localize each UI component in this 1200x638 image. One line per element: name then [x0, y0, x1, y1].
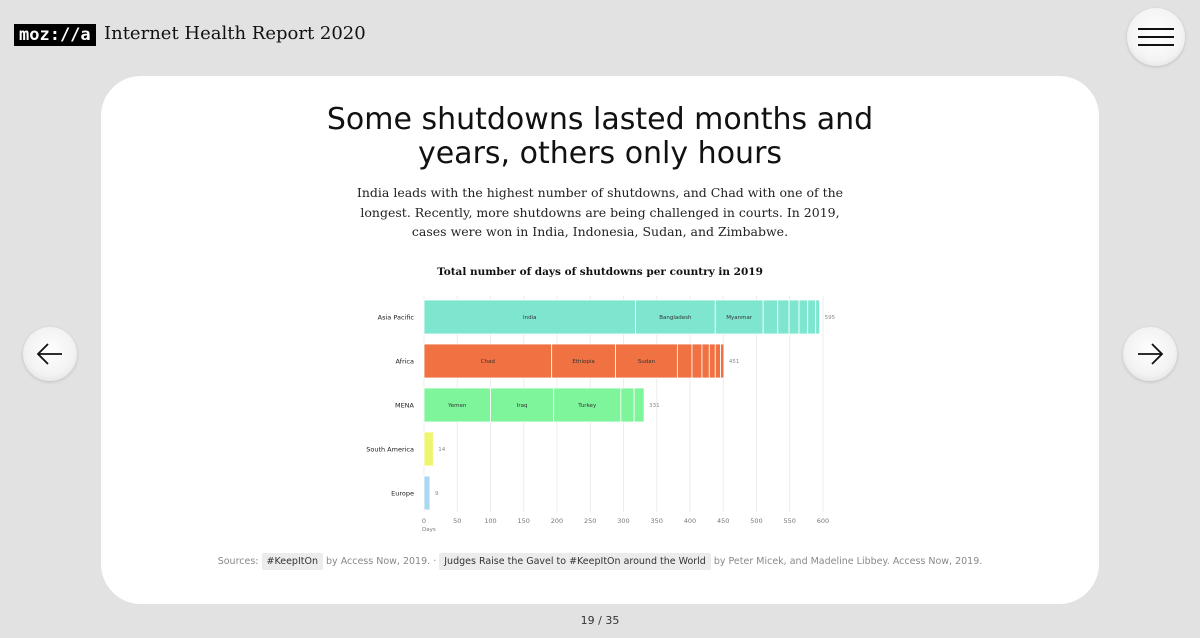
slide-card: Some shutdowns lasted months and years, … — [101, 76, 1099, 604]
x-tick-label: 500 — [750, 517, 762, 525]
x-tick-label: 400 — [684, 517, 696, 525]
region-label: Africa — [395, 358, 414, 366]
source-link-judges[interactable]: Judges Raise the Gavel to #KeepItOn arou… — [439, 553, 711, 570]
segment-label: Sudan — [638, 359, 656, 365]
segment-label: Ethiopia — [572, 359, 594, 365]
x-tick-label: 250 — [584, 517, 596, 525]
bar-segment — [423, 343, 553, 379]
hamburger-icon — [1138, 44, 1174, 46]
slide-subtitle: India leads with the highest number of s… — [356, 185, 844, 239]
previous-slide-button[interactable] — [23, 327, 77, 381]
total-label: 14 — [438, 447, 445, 453]
x-tick-label: 300 — [617, 517, 629, 525]
sources-separator: · — [433, 556, 437, 567]
bar-segment — [423, 387, 491, 423]
headline-line-2: years, others only hours — [417, 136, 783, 171]
bar-segment — [551, 343, 616, 379]
chart-title: Total number of days of shutdowns per co… — [437, 266, 763, 278]
source-text-1: by Access Now, 2019. — [326, 556, 431, 567]
x-tick-label: 350 — [651, 517, 663, 525]
sources-line: Sources: #KeepItOn by Access Now, 2019. … — [101, 553, 1099, 570]
x-tick-label: 450 — [717, 517, 729, 525]
report-title: Internet Health Report 2020 — [104, 23, 366, 44]
x-tick-label: 50 — [453, 517, 461, 525]
slide-headline: Some shutdowns lasted months and years, … — [101, 103, 1099, 171]
bar-segment — [714, 299, 764, 335]
segment-label: Yemen — [447, 403, 467, 409]
x-axis-label: Days — [422, 527, 436, 533]
bar-segment — [423, 299, 636, 335]
segment-label: Turkey — [577, 403, 597, 409]
arrow-left-icon — [36, 343, 62, 365]
x-tick-label: 600 — [817, 517, 829, 525]
bar-segment — [815, 299, 821, 335]
x-tick-label: 200 — [551, 517, 563, 525]
next-slide-button[interactable] — [1123, 327, 1177, 381]
bar-segment — [762, 299, 779, 335]
bar-segment — [691, 343, 703, 379]
menu-button[interactable] — [1127, 8, 1185, 66]
bar-segment — [714, 343, 721, 379]
bar-segment — [423, 431, 434, 467]
source-link-keepiton[interactable]: #KeepItOn — [261, 553, 323, 570]
bar-segment — [798, 299, 809, 335]
bar-segment — [635, 299, 716, 335]
region-label: South America — [366, 446, 414, 454]
x-tick-label: 550 — [784, 517, 796, 525]
segment-label: India — [523, 315, 537, 321]
segment-label: Bangladesh — [659, 315, 692, 321]
bar-segment — [633, 387, 645, 423]
bar-segment — [708, 343, 716, 379]
bar-segment — [788, 299, 800, 335]
bar-segment — [777, 299, 790, 335]
bar-segment — [676, 343, 693, 379]
arrow-right-icon — [1138, 343, 1164, 365]
bar-segment — [701, 343, 710, 379]
region-label: Europe — [391, 490, 414, 498]
x-tick-label: 0 — [422, 517, 426, 525]
total-label: 595 — [825, 315, 836, 321]
bar-segment — [423, 475, 431, 511]
bar-segment — [720, 343, 725, 379]
total-label: 451 — [729, 359, 740, 365]
shutdown-days-chart: 0 50 100 150 200 250 300 350 400 450 500 550 600 Days… — [366, 296, 836, 533]
bar-segment — [615, 343, 678, 379]
region-label: MENA — [395, 402, 415, 410]
source-text-2: by Peter Micek, and Madeline Libbey. Acc… — [713, 556, 983, 567]
hamburger-icon — [1138, 36, 1174, 38]
sources-prefix: Sources: — [217, 556, 259, 567]
headline-line-1: Some shutdowns lasted months and — [326, 102, 874, 137]
bar-segment — [620, 387, 635, 423]
region-label: Asia Pacific — [378, 314, 415, 322]
total-label: 331 — [649, 403, 660, 409]
top-bar: moz://a Internet Health Report 2020 — [0, 0, 1200, 70]
mozilla-logo[interactable]: moz://a — [14, 24, 96, 46]
segment-label: Myanmar — [726, 315, 753, 321]
segment-label: Iraq — [517, 403, 528, 409]
hamburger-icon — [1138, 28, 1174, 30]
slide-pager: 19 / 35 — [580, 614, 620, 627]
x-tick-label: 150 — [518, 517, 530, 525]
x-tick-label: 100 — [484, 517, 496, 525]
bar-segment — [553, 387, 622, 423]
bar-segment — [807, 299, 817, 335]
bar-segment — [490, 387, 555, 423]
total-label: 9 — [435, 491, 439, 497]
segment-label: Chad — [481, 359, 495, 365]
